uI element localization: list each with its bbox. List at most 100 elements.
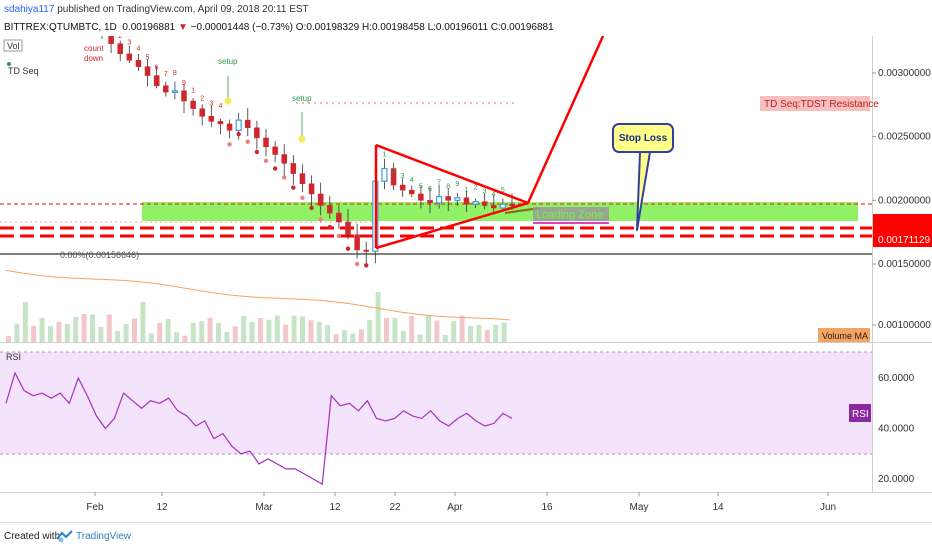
candle-body bbox=[363, 249, 369, 252]
td-seq-count: 3 bbox=[127, 39, 131, 46]
td-seq-dot bbox=[245, 139, 250, 144]
td-seq-count: 9 bbox=[182, 80, 186, 87]
volume-bar bbox=[501, 322, 507, 342]
td-seq-dot bbox=[263, 158, 269, 164]
volume-bar bbox=[174, 332, 179, 342]
high-value: 0.00198458 bbox=[371, 22, 425, 33]
open-label: O: bbox=[295, 22, 307, 33]
candle-body bbox=[427, 200, 433, 204]
volume-bar bbox=[6, 336, 11, 342]
volume-bar bbox=[333, 334, 339, 342]
time-tick-label: Mar bbox=[255, 502, 273, 513]
volume-bar bbox=[417, 334, 423, 342]
candle-body bbox=[108, 28, 114, 44]
candle-body bbox=[454, 197, 461, 201]
rsi-axis[interactable]: 60.0000 40.0000 20.0000 bbox=[878, 373, 915, 485]
candle-body bbox=[235, 119, 242, 131]
volume-ma-badge bbox=[818, 328, 870, 342]
price-axis[interactable]: 0.00300000 0.00250000 0.00200000 0.00150000… bbox=[872, 68, 931, 331]
td-seq-count: 2 bbox=[474, 185, 478, 192]
td-seq-dot bbox=[336, 233, 342, 239]
td-seq-count: 6 bbox=[428, 186, 432, 193]
td-seq-count: 1 bbox=[382, 152, 386, 159]
volume-bar bbox=[199, 321, 205, 342]
candle-body bbox=[190, 100, 196, 109]
triangle-pattern bbox=[374, 35, 605, 250]
td-seq-dot bbox=[345, 246, 351, 251]
candle-body bbox=[327, 205, 333, 214]
high-label: H: bbox=[361, 22, 372, 33]
collapse-toggle[interactable] bbox=[3, 39, 23, 52]
volume-bar bbox=[384, 318, 389, 342]
td-seq-dot bbox=[309, 205, 314, 211]
volume-bar bbox=[316, 321, 322, 342]
volume-bar bbox=[283, 324, 289, 342]
close-label: C: bbox=[490, 22, 501, 33]
volume-bar bbox=[426, 316, 431, 342]
time-axis[interactable]: Feb 12 Mar 12 22 Apr 16 May 14 Jun bbox=[86, 492, 836, 513]
volume-bar bbox=[140, 302, 146, 342]
low-value: 0.00196011 bbox=[435, 22, 489, 33]
volume-bar bbox=[400, 331, 406, 342]
chart-area[interactable]: 0.00%(0.00156646) 1234567891234123456789… bbox=[0, 16, 932, 516]
candle-body bbox=[171, 90, 178, 93]
volume-bar bbox=[31, 325, 37, 342]
td-seq-count: 2 bbox=[118, 36, 122, 40]
volume-bar bbox=[451, 321, 457, 342]
time-tick-label: Feb bbox=[86, 502, 104, 513]
candle-body bbox=[135, 60, 142, 67]
candle-body bbox=[290, 163, 297, 174]
td-seq-count: 3 bbox=[209, 100, 213, 107]
rsi-badge-label: RSI bbox=[852, 409, 869, 420]
volume-bar bbox=[182, 335, 188, 342]
chart-svg[interactable]: 0.00%(0.00156646) 1234567891234123456789… bbox=[0, 16, 932, 516]
td-seq-count: 4 bbox=[218, 103, 222, 110]
symbol-name[interactable]: BITTREX:QTUMBTC, 1D bbox=[4, 22, 117, 33]
volume-bar bbox=[165, 318, 171, 342]
volume-bar bbox=[232, 326, 238, 342]
tradingview-logo-icon[interactable] bbox=[56, 529, 74, 543]
candle-body bbox=[153, 75, 160, 86]
volume-bar bbox=[291, 315, 297, 342]
fib-zero-label: 0.00%(0.00156646) bbox=[60, 250, 139, 260]
created-with-label: Created with bbox=[4, 531, 61, 542]
candle-body bbox=[126, 53, 133, 61]
volume-bar bbox=[325, 324, 331, 342]
time-tick-label: 12 bbox=[329, 502, 341, 513]
td-seq-count: 5 bbox=[146, 55, 150, 62]
candle-body bbox=[217, 121, 224, 125]
candle-body bbox=[463, 197, 470, 205]
author-line: sdahiya117 published on TradingView.com,… bbox=[4, 4, 309, 15]
change-arrow-icon: ▼ bbox=[177, 22, 188, 33]
rsi-label: RSI bbox=[6, 352, 21, 362]
volume-bar bbox=[367, 319, 373, 342]
candle-body bbox=[354, 234, 360, 251]
price-pane[interactable] bbox=[0, 36, 872, 342]
candle-body bbox=[245, 119, 251, 129]
volume-bar bbox=[484, 329, 490, 342]
volume-bar bbox=[274, 315, 280, 342]
td-seq-count: 6 bbox=[155, 65, 159, 72]
rsi-badge bbox=[849, 404, 871, 422]
author-name[interactable]: sdahiya117 bbox=[4, 4, 55, 15]
volume-bar bbox=[98, 326, 104, 342]
time-tick-label: Jun bbox=[820, 502, 836, 513]
stop-loss-label: Stop Loss bbox=[619, 133, 668, 144]
breakout-projection-line bbox=[526, 35, 605, 204]
tradingview-link[interactable]: TradingView bbox=[76, 531, 132, 542]
time-tick-label: Apr bbox=[447, 502, 463, 513]
tdst-badge bbox=[760, 96, 870, 111]
td-seq-count: 4 bbox=[136, 46, 140, 53]
volume-bar bbox=[258, 318, 263, 342]
td-seq-count: 8 bbox=[446, 183, 450, 190]
time-tick-label: 16 bbox=[541, 502, 553, 513]
volume-bar bbox=[442, 334, 448, 342]
candle-body bbox=[336, 212, 342, 223]
time-tick-label: 22 bbox=[389, 502, 401, 513]
td-seq-dot bbox=[254, 149, 260, 155]
volume-bar bbox=[308, 320, 314, 342]
volume-bar bbox=[266, 319, 272, 342]
stop-loss-callout[interactable]: Stop Loss bbox=[612, 123, 674, 231]
candle-body bbox=[409, 189, 415, 195]
tdseq-layer: 123456789123412345678912345 bbox=[109, 23, 505, 268]
